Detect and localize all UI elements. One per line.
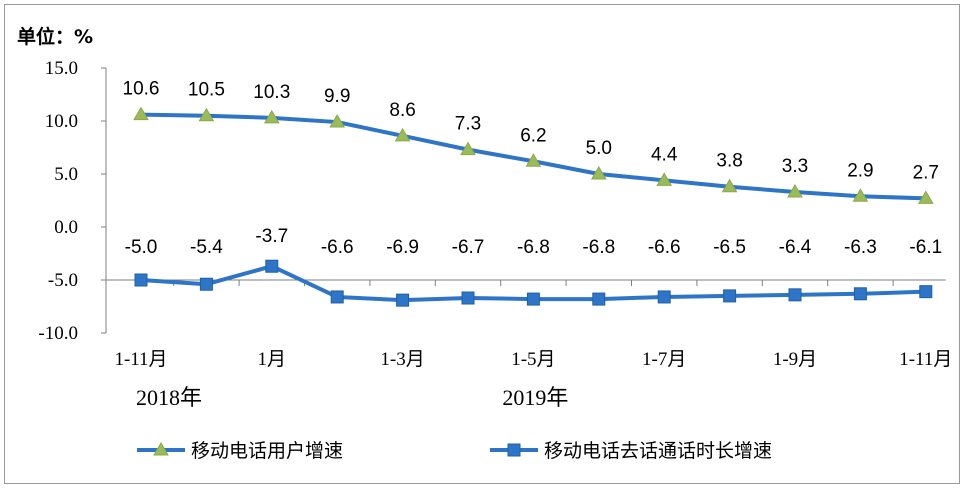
data-label: -5.0 (125, 237, 158, 258)
x-tick-label: 1-3月 (380, 349, 424, 370)
y-tick-label: 10.0 (45, 111, 78, 132)
series-layer (133, 106, 934, 307)
data-point-triangle (721, 178, 738, 193)
data-label: 2.7 (913, 162, 939, 183)
data-label: 4.4 (651, 144, 678, 165)
data-point-square (461, 291, 475, 305)
data-point-triangle (329, 114, 346, 128)
data-label: -6.7 (452, 237, 485, 258)
data-point-square (526, 292, 540, 306)
data-label: 10.3 (253, 82, 290, 103)
data-point-triangle (852, 188, 869, 202)
data-point-square (788, 288, 802, 302)
data-label: -6.9 (386, 237, 419, 258)
data-label: 5.0 (586, 138, 612, 159)
year-label: 2019年 (502, 385, 568, 410)
data-label: 3.8 (716, 151, 742, 172)
data-labels: 10.6 10.5 10.3 9.9 8.6 7.3 6.2 5.0 4.4 3.8 3.3 2.9 2… (123, 79, 943, 258)
data-point-square (592, 292, 606, 306)
data-point-square (919, 285, 933, 299)
data-label: -6.8 (582, 237, 615, 258)
unit-label: 单位：% (17, 25, 93, 48)
data-point-triangle (656, 172, 673, 186)
data-label: -6.3 (844, 237, 877, 258)
axes: 15.0 10.0 5.0 0.0 -5.0 -10.0 1-11月 1月 1-3月 1-5月 1-… (38, 58, 952, 410)
y-tick-label: 15.0 (45, 58, 78, 79)
data-label: -6.6 (321, 237, 354, 258)
year-label: 2018年 (136, 385, 202, 410)
data-label: -6.6 (648, 237, 681, 258)
data-point-triangle (590, 166, 607, 180)
data-point-triangle (525, 153, 542, 167)
legend-marker-triangle (153, 442, 169, 456)
data-label: -6.1 (909, 237, 942, 258)
data-point-triangle (394, 127, 411, 142)
legend-label: 移动电话用户增速 (191, 440, 343, 462)
data-point-triangle (787, 184, 803, 198)
data-point-triangle (917, 190, 934, 204)
x-tick-label: 1月 (258, 349, 287, 370)
data-point-square (853, 287, 867, 301)
data-point-triangle (263, 109, 280, 124)
data-label: 7.3 (455, 114, 481, 135)
data-point-triangle (460, 141, 476, 156)
y-tick-label: 5.0 (54, 164, 78, 185)
data-point-square (199, 277, 213, 291)
legend-label: 移动电话去话通话时长增速 (544, 440, 772, 462)
data-point-triangle (198, 107, 215, 122)
data-label: 2.9 (847, 160, 873, 181)
legend: 移动电话用户增速 移动电话去话通话时长增速 (137, 440, 772, 462)
data-label: -6.5 (713, 237, 746, 258)
data-point-square (657, 290, 671, 304)
data-label: 3.3 (782, 156, 808, 177)
data-label: -3.7 (255, 226, 288, 247)
data-point-square (723, 289, 737, 303)
data-label: -6.8 (517, 237, 550, 258)
y-tick-label: -5.0 (48, 270, 78, 291)
data-label: 10.6 (123, 79, 160, 100)
data-point-triangle (133, 106, 149, 121)
data-point-square (134, 273, 148, 287)
x-tick-label: 1-9月 (773, 349, 817, 370)
data-label: -5.4 (190, 237, 223, 258)
y-tick-label: 0.0 (54, 217, 78, 238)
data-label: 9.9 (324, 86, 350, 107)
chart-frame: 单位：% 15.0 10.0 5.0 0.0 -5.0 -10.0 1-11月 1月 1-3月 1… (4, 4, 960, 484)
data-point-square (396, 293, 410, 307)
data-point-square (265, 259, 279, 273)
data-label: 8.6 (389, 100, 415, 121)
data-label: 10.5 (188, 80, 225, 101)
y-tick-label: -10.0 (38, 323, 78, 344)
line-chart: 单位：% 15.010.05.00.0-5.0-10.01-11月 1月 1-3月 1… (17, 25, 952, 462)
x-tick-label: 1-11月 (899, 349, 952, 370)
legend-marker-square (507, 443, 521, 457)
data-label: -6.4 (779, 237, 812, 258)
x-tick-label: 1-5月 (511, 349, 555, 370)
data-point-square (330, 290, 344, 304)
data-label: 6.2 (520, 125, 546, 146)
x-tick-label: 1-11月 (114, 349, 167, 370)
x-tick-label: 1-7月 (642, 349, 686, 370)
